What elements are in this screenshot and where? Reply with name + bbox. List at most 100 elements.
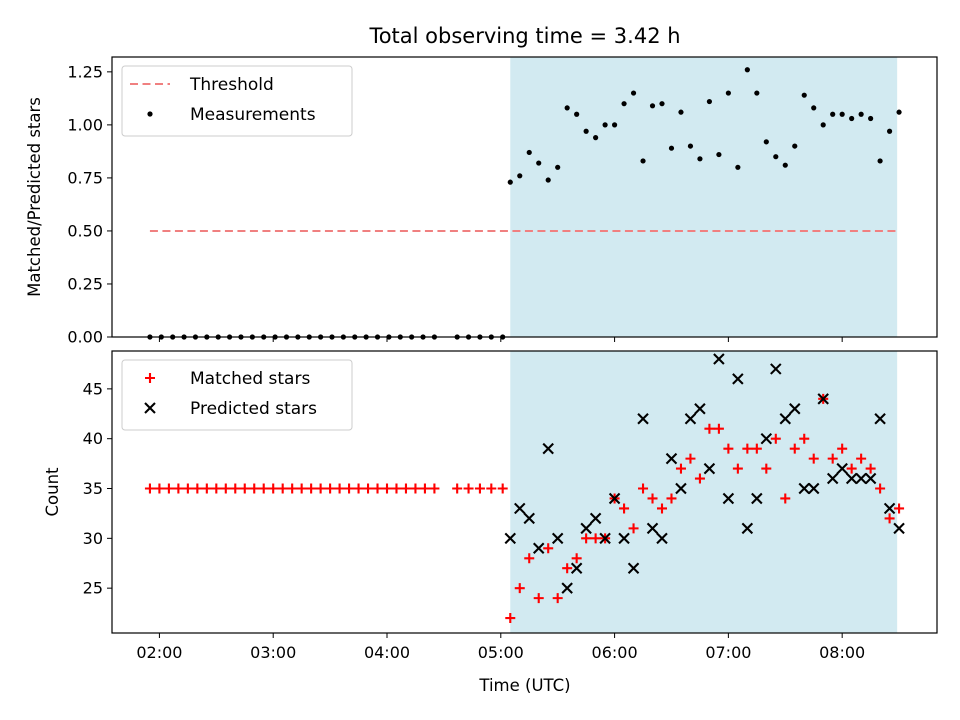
series-0-point: [334, 483, 345, 494]
series-0-point: [697, 156, 703, 162]
series-0-point: [182, 483, 193, 494]
y-tick-label: 30: [83, 529, 103, 548]
series-0-point: [192, 483, 203, 494]
x-tick-label: 04:00: [364, 643, 410, 662]
series-0-point: [452, 483, 463, 494]
series-1-point: [504, 532, 517, 545]
series-0-point: [875, 483, 886, 494]
series-1-point: [760, 432, 773, 445]
series-0-point: [628, 523, 639, 534]
series-0-point: [896, 109, 902, 115]
series-0-point: [249, 483, 260, 494]
series-0-point: [811, 105, 817, 111]
series-0-point: [611, 122, 618, 128]
shaded-span: [510, 351, 898, 633]
series-1-point: [684, 413, 697, 425]
y-tick-label: 45: [83, 379, 103, 398]
series-0-point: [505, 613, 516, 624]
series-0-point: [602, 122, 608, 128]
series-0-point: [524, 553, 535, 564]
y-tick-label: 0.25: [67, 274, 103, 293]
legend-label: Measurements: [190, 105, 316, 125]
series-0-point: [514, 583, 525, 594]
series-0-point: [173, 483, 184, 494]
y-tick-label: 1.00: [67, 115, 103, 134]
series-0-point: [773, 154, 779, 160]
legend-box: [121, 65, 353, 137]
series-0-point: [486, 483, 497, 494]
series-0-point: [545, 177, 551, 183]
y-tick-label: 1.25: [67, 62, 103, 81]
series-0-point: [801, 92, 807, 98]
series-0-point: [391, 483, 402, 494]
series-1-point: [713, 353, 725, 365]
series-0-point: [763, 139, 769, 145]
series-0-point: [239, 483, 250, 494]
series-0-point: [694, 473, 705, 484]
series-1-point: [703, 462, 716, 475]
series-0-point: [839, 111, 845, 117]
series-0-point: [666, 493, 677, 504]
series-0-point: [685, 453, 696, 464]
series-0-point: [657, 503, 667, 514]
series-1-point: [561, 582, 573, 594]
y-tick-label: 25: [83, 579, 103, 598]
series-0-point: [659, 101, 665, 107]
series-0-point: [268, 483, 279, 494]
series-0-point: [593, 135, 599, 141]
series-0-point: [820, 122, 826, 128]
series-0-point: [562, 563, 573, 574]
series-1-point: [694, 403, 706, 415]
series-0-point: [856, 453, 867, 464]
series-0-point: [287, 483, 298, 494]
series-1-point: [618, 532, 630, 545]
series-0-point: [638, 483, 649, 494]
axes-frame: [111, 56, 938, 338]
series-1-point: [741, 522, 754, 535]
series-0-point: [429, 483, 440, 494]
series-0-point: [517, 173, 523, 179]
y-tick-label: 40: [83, 429, 103, 448]
series-1-point: [646, 522, 659, 535]
series-0-point: [630, 90, 637, 96]
axes-frame: [111, 350, 938, 634]
series-1-point: [789, 403, 801, 415]
legend-box: [121, 359, 353, 431]
series-0-point: [837, 443, 848, 454]
series-0-point: [894, 503, 905, 514]
series-1-point: [608, 492, 621, 505]
x-tick-label: 07:00: [705, 643, 751, 662]
series-0-point: [849, 115, 855, 122]
legend-marker-swatch: [145, 373, 155, 383]
y-tick-label: 35: [83, 479, 103, 498]
series-0-point: [211, 483, 222, 494]
legend-label: Threshold: [189, 75, 274, 95]
series-0-point: [713, 423, 724, 434]
series-1-point: [751, 492, 763, 505]
series-0-point: [830, 111, 836, 117]
series-0-point: [497, 483, 508, 494]
series-0-point: [277, 483, 288, 494]
series-0-point: [571, 553, 582, 564]
series-0-point: [619, 503, 630, 514]
series-0-point: [706, 98, 713, 105]
series-0-point: [647, 493, 658, 504]
series-0-point: [325, 483, 336, 494]
series-0-point: [704, 423, 715, 434]
bottom-y-axis-label: Count: [43, 467, 62, 517]
series-0-point: [590, 533, 601, 544]
series-0-point: [877, 158, 883, 164]
series-1-point: [580, 522, 592, 535]
legend-label: Matched stars: [190, 369, 310, 389]
series-1-point: [770, 363, 782, 375]
series-0-point: [649, 103, 656, 109]
series-1-point: [627, 562, 640, 574]
series-0-point: [230, 483, 241, 494]
series-1-point: [798, 482, 810, 495]
series-0-point: [258, 483, 269, 494]
series-1-point: [656, 532, 668, 545]
series-1-point: [874, 413, 886, 425]
series-0-point: [858, 111, 864, 117]
series-1-point: [807, 482, 820, 495]
